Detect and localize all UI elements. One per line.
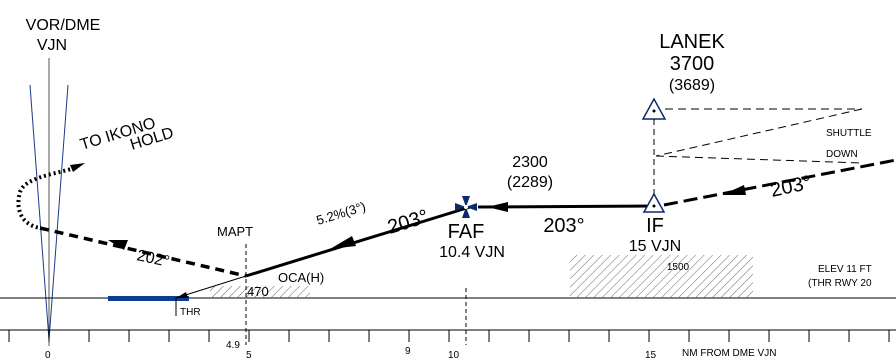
scale-label-4-9: 4.9 [226, 340, 240, 351]
navaid-ident: VJN [37, 37, 67, 54]
scale-label-9: 9 [405, 346, 411, 357]
missed-approach-track [39, 226, 247, 278]
lanek-dot [652, 109, 656, 113]
shuttle-diag-1 [655, 108, 863, 157]
level-arrow-icon [487, 202, 508, 212]
if-dot [652, 204, 656, 208]
elevation-line1: ELEV 11 FT [818, 264, 872, 275]
oca-hatch [210, 286, 310, 298]
intermediate-arrow-icon [722, 185, 746, 195]
shuttle-bottom-line [655, 155, 863, 164]
altitude-2289: (2289) [507, 174, 553, 191]
lanek-name: LANEK [659, 31, 725, 53]
shuttle-label-2: DOWN [826, 149, 858, 160]
final-track-label-1: 203° [385, 206, 431, 239]
elevation-line2: (THR RWY 20 [808, 278, 872, 289]
scale-label-0: 0 [45, 350, 51, 360]
hold-entry-path [16, 166, 76, 230]
mapt-label: MAPT [217, 224, 253, 239]
faf-symbol-icon [455, 196, 477, 218]
if-triangle-icon [642, 192, 666, 213]
hold-arrow-icon [70, 163, 85, 172]
faf-distance: 10.4 VJN [439, 244, 505, 261]
lanek-altitude: 3700 [670, 53, 715, 75]
scale-label-15: 15 [645, 350, 657, 360]
final-arrow-icon-1 [330, 236, 356, 249]
missed-arrow-icon [108, 240, 128, 250]
oca-value: 470 [247, 284, 269, 299]
oca-label: OCA(H) [278, 270, 324, 285]
if-label: IF [646, 215, 664, 237]
lanek-altitude-msl: (3689) [669, 77, 715, 94]
shuttle-label-1: SHUTTLE [826, 128, 872, 139]
navaid-name: VOR/DME [26, 17, 101, 34]
vor-radial-right [48, 84, 69, 341]
final-descent-line [245, 205, 471, 278]
scale-unit-label: NM FROM DME VJN [682, 348, 776, 359]
scale-label-5: 5 [246, 350, 252, 360]
thr-arrow-icon [176, 292, 188, 298]
scale-label-10: 10 [448, 350, 460, 360]
faf-label: FAF [448, 221, 485, 243]
runway-bar [108, 296, 189, 301]
altitude-2300: 2300 [512, 154, 548, 171]
final-track-label-3: 203° [768, 172, 813, 202]
final-track-label-2: 203° [543, 215, 584, 237]
if-distance: 15 VJN [629, 238, 681, 255]
obstacle-hatch [570, 255, 753, 298]
vor-radial-left [29, 84, 50, 341]
missed-track-label: 202° [135, 247, 171, 271]
scale-minor-ticks [8, 330, 890, 342]
threshold-label: THR [180, 307, 201, 318]
lanek-triangle-icon [641, 97, 667, 120]
gradient-label: 5.2%(3°) [314, 199, 367, 228]
obstacle-label: 1500 [667, 262, 690, 273]
